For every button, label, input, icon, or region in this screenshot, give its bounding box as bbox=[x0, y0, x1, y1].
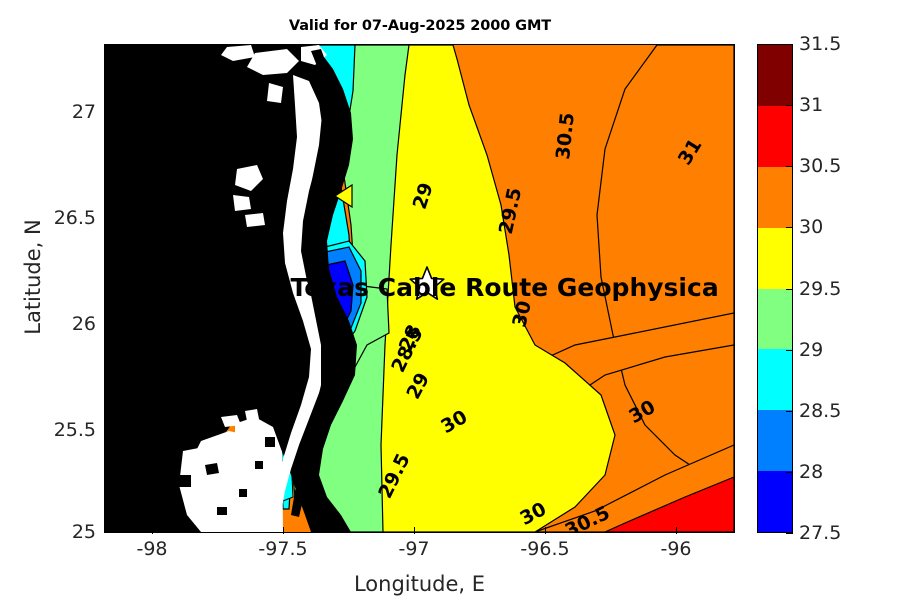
colorbar-band-29.0 bbox=[758, 349, 792, 411]
map-axes[interactable]: 29 29.5 30.5 31 28 28.5 29 29.5 30 30 30… bbox=[104, 44, 735, 533]
colorbar-tick-label: 30.5 bbox=[799, 155, 842, 177]
colorbar-tick-mark bbox=[786, 166, 793, 168]
xtick-mark bbox=[152, 527, 154, 534]
xtick-label: -97 bbox=[398, 538, 430, 560]
colorbar[interactable] bbox=[757, 44, 793, 533]
ytick-label: 27 bbox=[71, 101, 96, 123]
ytick-mark bbox=[104, 532, 111, 534]
xtick-mark bbox=[283, 527, 285, 534]
ytick-mark bbox=[104, 324, 111, 326]
colorbar-tick-mark bbox=[786, 350, 793, 352]
colorbar-tick-mark bbox=[786, 533, 793, 535]
x-axis-title: Longitude, E bbox=[353, 572, 486, 596]
colorbar-band-28.0 bbox=[758, 471, 792, 532]
colorbar-band-30.5 bbox=[758, 166, 792, 228]
xtick-label: -96.5 bbox=[520, 538, 570, 560]
colorbar-tick-label: 29 bbox=[799, 339, 824, 361]
colorbar-band-29.5 bbox=[758, 288, 792, 350]
colorbar-tick-mark bbox=[786, 227, 793, 229]
colorbar-tick-label: 27.5 bbox=[799, 522, 842, 544]
xtick-mark bbox=[414, 527, 416, 534]
ytick-label: 26 bbox=[71, 313, 96, 335]
colorbar-tick-mark bbox=[786, 411, 793, 413]
colorbar-band-30.0 bbox=[758, 227, 792, 289]
y-axis-title: Latitude, N bbox=[21, 219, 45, 335]
ytick-mark bbox=[104, 112, 111, 114]
xtick-mark bbox=[676, 527, 678, 534]
ytick-label: 25.5 bbox=[53, 419, 96, 441]
xtick-label: -98 bbox=[136, 538, 168, 560]
colorbar-tick-mark bbox=[786, 44, 793, 46]
colorbar-band-31.5 bbox=[758, 45, 792, 106]
xtick-label: -97.5 bbox=[258, 538, 308, 560]
colorbar-tick-label: 30 bbox=[799, 216, 824, 238]
ytick-mark bbox=[104, 218, 111, 220]
ytick-label: 26.5 bbox=[53, 207, 96, 229]
colorbar-tick-label: 31 bbox=[799, 94, 824, 116]
colorbar-band-31.0 bbox=[758, 105, 792, 167]
colorbar-tick-label: 28.5 bbox=[799, 400, 842, 422]
colorbar-tick-label: 29.5 bbox=[799, 278, 842, 300]
colorbar-tick-label: 31.5 bbox=[799, 33, 842, 55]
chart-title: Valid for 07-Aug-2025 2000 GMT bbox=[288, 18, 552, 34]
ytick-label: 25 bbox=[71, 521, 96, 543]
route-annotation-text: Talos South Texas Cable Route Geophysica bbox=[119, 273, 719, 302]
colorbar-tick-label: 28 bbox=[799, 461, 824, 483]
colorbar-tick-mark bbox=[786, 472, 793, 474]
colorbar-band-28.5 bbox=[758, 410, 792, 472]
sst-contour-map bbox=[105, 45, 734, 532]
xtick-mark bbox=[545, 527, 547, 534]
ytick-mark bbox=[104, 430, 111, 432]
colorbar-tick-mark bbox=[786, 105, 793, 107]
star-marker-glyph bbox=[409, 266, 445, 300]
triangle-marker-glyph bbox=[333, 183, 353, 209]
xtick-label: -96 bbox=[660, 538, 692, 560]
colorbar-tick-mark bbox=[786, 289, 793, 291]
